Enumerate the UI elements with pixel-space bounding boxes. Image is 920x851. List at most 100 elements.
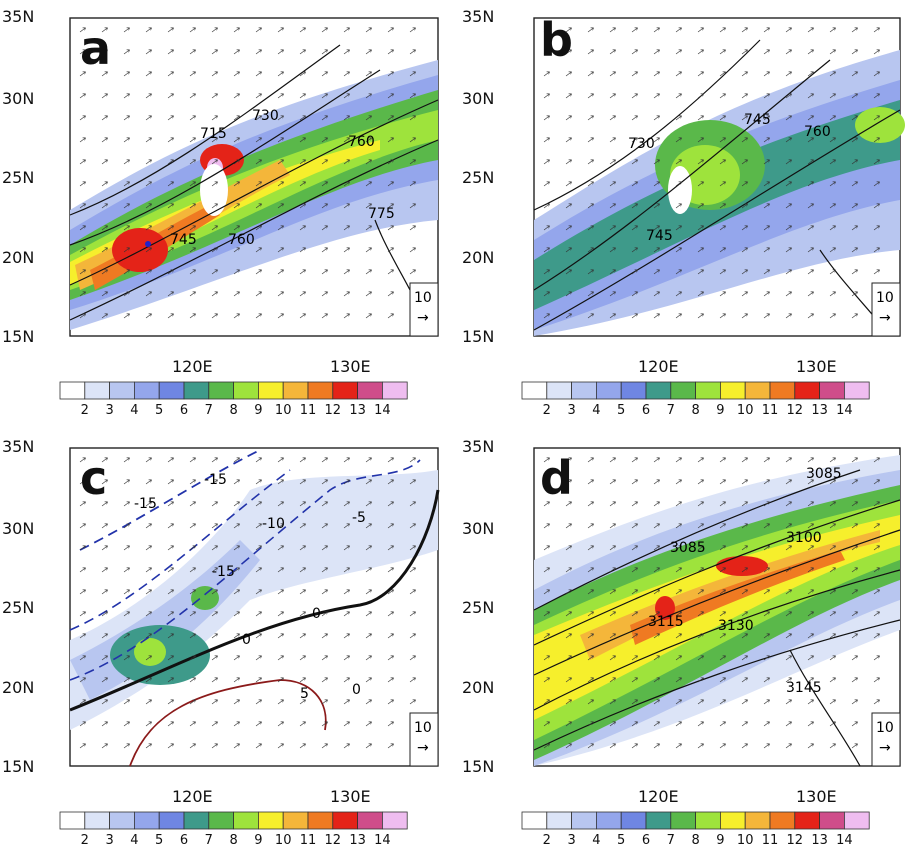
colorbar-tick-label: 13 (349, 403, 366, 418)
wind-arrow (763, 137, 770, 143)
wind-arrow (277, 269, 284, 275)
wind-arrow (387, 269, 394, 275)
wind-arrow (785, 655, 792, 661)
contour-label: -10 (262, 516, 285, 532)
wind-arrow (101, 49, 108, 55)
colorbar-swatch (571, 811, 597, 830)
wind-arrow (255, 291, 262, 297)
colorbar-swatch (233, 811, 259, 830)
wind-arrow (233, 677, 240, 683)
wind-arrow (255, 225, 262, 231)
wind-arrow (851, 699, 858, 705)
wind-arrow (343, 523, 350, 529)
wind-arrow (233, 159, 240, 165)
wind-vector-field (543, 457, 880, 749)
wind-arrow (697, 699, 704, 705)
wind-arrow (653, 677, 660, 683)
wind-arrow (785, 545, 792, 551)
wind-arrow (409, 479, 416, 485)
wind-arrow (543, 523, 550, 529)
wind-arrow (587, 115, 594, 121)
wind-arrow (365, 291, 372, 297)
wind-arrow (299, 93, 306, 99)
wind-arrow (829, 457, 836, 463)
wind-arrow (321, 137, 328, 143)
wind-arrow (653, 247, 660, 253)
colorbar-swatch (695, 811, 721, 830)
wind-arrow (123, 269, 130, 275)
wind-arrow (79, 655, 86, 661)
wind-arrow (873, 545, 880, 551)
colorbar-swatch (59, 381, 86, 400)
wind-arrow (829, 291, 836, 297)
wind-arrow (343, 203, 350, 209)
wind-arrow (299, 27, 306, 33)
wind-arrow (785, 313, 792, 319)
wind-arrow (697, 611, 704, 617)
wind-arrow (829, 269, 836, 275)
wind-arrow (145, 457, 152, 463)
wind-arrow (321, 611, 328, 617)
wind-arrow (785, 49, 792, 55)
wind-arrow (609, 567, 616, 573)
wind-arrow (321, 677, 328, 683)
wind-arrow (233, 721, 240, 727)
wind-arrow (387, 313, 394, 319)
colorbar-tick-label: 12 (787, 833, 804, 848)
colorbar-swatch (719, 381, 746, 400)
wind-arrow (101, 589, 108, 595)
wind-arrow (543, 137, 550, 143)
wind-arrow (565, 269, 572, 275)
wind-arrow (653, 523, 660, 529)
colorbar-swatch (794, 381, 820, 400)
panel-label: a (80, 21, 111, 75)
colorbar-swatch (183, 811, 210, 830)
wind-arrow (719, 589, 726, 595)
colorbar-swatch (134, 811, 160, 830)
contour-label: 3115 (648, 614, 684, 630)
wind-arrow (145, 181, 152, 187)
wind-arrow (543, 611, 550, 617)
wind-arrow (409, 457, 416, 463)
wind-arrow (233, 27, 240, 33)
wind-arrow (255, 115, 262, 121)
wind-arrow (587, 479, 594, 485)
ref-vector-arrow: → (879, 740, 891, 756)
wind-arrow (343, 699, 350, 705)
colorbar-tick-label: 9 (716, 403, 724, 418)
wind-arrow (675, 137, 682, 143)
wind-arrow (409, 567, 416, 573)
wind-arrow (145, 743, 152, 749)
contour-label: 0 (242, 632, 251, 648)
lon-label: 120E (638, 787, 679, 806)
wind-arrow (365, 611, 372, 617)
contour-labels: 730 745 745 760 (628, 112, 831, 244)
wind-arrow (719, 721, 726, 727)
wind-arrow (631, 545, 638, 551)
colorbar-tick-label: 11 (762, 833, 779, 848)
wind-arrow (851, 269, 858, 275)
wind-arrow (123, 115, 130, 121)
wind-arrow (365, 181, 372, 187)
colorbar-swatch (596, 381, 622, 400)
colorbar-swatch (819, 811, 845, 830)
wind-arrow (101, 27, 108, 33)
wind-arrow (565, 611, 572, 617)
wind-arrow (631, 71, 638, 77)
colorbar-swatch (381, 811, 408, 830)
wind-arrow (851, 457, 858, 463)
wind-arrow (631, 479, 638, 485)
colorbar-swatch (109, 381, 135, 400)
wind-arrow (387, 115, 394, 121)
wind-arrow (255, 699, 262, 705)
wind-arrow (387, 181, 394, 187)
wind-arrow (167, 269, 174, 275)
wind-arrow (763, 567, 770, 573)
wind-arrow (189, 269, 196, 275)
wind-arrow (277, 655, 284, 661)
reference-vector-box: 10 → (409, 282, 439, 337)
wind-arrow (785, 589, 792, 595)
colorbar-swatch (719, 811, 746, 830)
wind-arrow (631, 633, 638, 639)
wind-arrow (101, 633, 108, 639)
